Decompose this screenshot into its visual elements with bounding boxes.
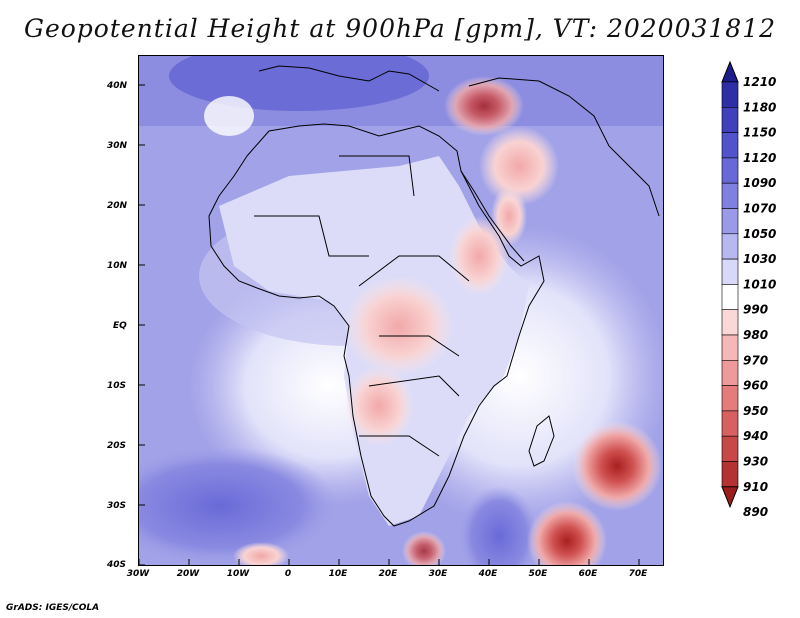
- colorbar-swatch: [721, 81, 739, 108]
- lat-label: 30S: [107, 501, 126, 511]
- colorbar-label: 940: [743, 429, 768, 443]
- graticule-ticks: [139, 84, 640, 565]
- coastline: [208, 65, 660, 527]
- lat-label: EQ: [113, 321, 127, 331]
- colorbar-label: 1010: [743, 277, 776, 291]
- lat-label: 30N: [107, 141, 128, 151]
- lon-label: 20W: [177, 569, 201, 579]
- lon-label: 40E: [478, 569, 499, 579]
- colorbar-swatch: [721, 132, 739, 159]
- colorbar-label: 1120: [743, 151, 776, 165]
- colorbar-label: 1180: [743, 100, 776, 114]
- colorbar-swatch: [721, 410, 739, 437]
- lat-label: 20S: [107, 441, 126, 451]
- colorbar-swatch: [721, 106, 739, 133]
- colorbar-swatch: [721, 309, 739, 336]
- map-canvas: [139, 56, 663, 565]
- lat-label: 10N: [107, 261, 128, 271]
- colorbar-label: 890: [743, 505, 768, 519]
- colorbar-label: 1030: [743, 252, 776, 266]
- colorbar-swatch: [721, 461, 739, 488]
- map-panel: [138, 55, 664, 566]
- lat-label: 20N: [107, 201, 128, 211]
- colorbar-swatch: [721, 182, 739, 209]
- lon-label: 30E: [429, 569, 449, 579]
- colorbar-label: 1150: [743, 126, 776, 140]
- colorbar-swatch: [721, 435, 739, 462]
- colorbar-label: 950: [743, 404, 768, 418]
- colorbar-label: 910: [743, 480, 768, 494]
- lon-label: 10E: [329, 569, 349, 579]
- lon-label: 10W: [227, 569, 251, 579]
- colorbar-label: 990: [743, 303, 768, 317]
- colorbar-label: 930: [743, 455, 768, 469]
- lat-label: 10S: [107, 381, 126, 391]
- colorbar-swatch: [721, 258, 739, 285]
- colorbar-swatch: [721, 334, 739, 361]
- colorbar-label: 1050: [743, 227, 776, 241]
- credit-text: GrADS: IGES/COLA: [6, 603, 100, 613]
- colorbar-swatch: [721, 157, 739, 184]
- colorbar-swatch: [721, 233, 739, 260]
- colorbar-top-arrow: [721, 60, 739, 83]
- colorbar-swatch: [721, 385, 739, 412]
- colorbar-swatch: [721, 359, 739, 386]
- lat-label: 40N: [106, 81, 128, 91]
- lat-label: 40S: [106, 560, 126, 570]
- colorbar-swatch: [721, 284, 739, 310]
- colorbar: 1210 1180 1150 1120 1090 1070 1050 1030 1010 990 9…: [721, 60, 776, 519]
- lon-label: 60E: [579, 569, 599, 579]
- lon-label: 50E: [529, 569, 549, 579]
- colorbar-bottom-arrow: [721, 486, 739, 509]
- lon-label: 0: [285, 569, 291, 579]
- lon-axis: 30W 20W 10W 0 10E 20E 30E 40E 50E 60E 70…: [127, 569, 648, 579]
- lon-label: 20E: [379, 569, 399, 579]
- colorbar-label: 980: [743, 328, 768, 342]
- lon-label: 30W: [127, 569, 151, 579]
- colorbar-label: 1210: [743, 75, 776, 89]
- colorbar-label: 1070: [743, 202, 776, 216]
- colorbar-label: 1090: [743, 176, 776, 190]
- lon-label: 70E: [629, 569, 649, 579]
- colorbar-label: 970: [743, 353, 768, 367]
- map-title: Geopotential Height at 900hPa [gpm], VT:…: [23, 14, 777, 43]
- colorbar-label: 960: [743, 379, 768, 393]
- lat-axis: 40N 30N 20N 10N EQ 10S 20S 30S 40S: [106, 81, 128, 570]
- colorbar-swatch: [721, 208, 739, 235]
